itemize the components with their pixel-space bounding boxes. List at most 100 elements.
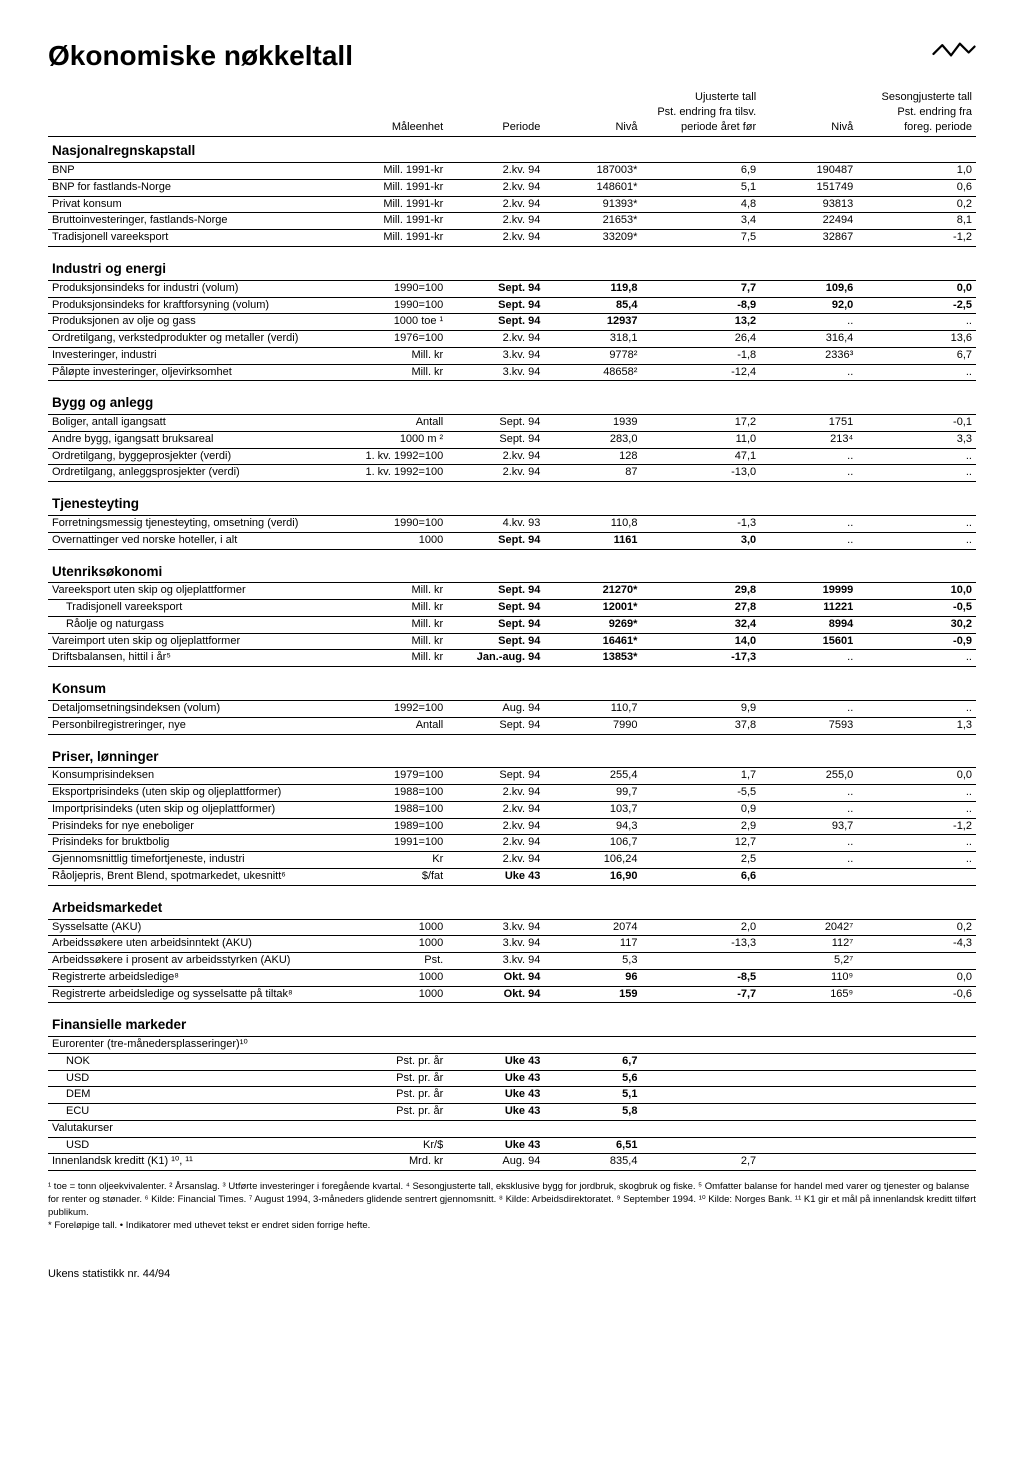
cell-level: 16,90 <box>544 868 641 885</box>
cell-pst: 32,4 <box>641 616 760 633</box>
cell-label: Produksjonsindeks for industri (volum) <box>48 280 329 297</box>
col-unit: Måleenhet <box>329 120 448 137</box>
cell-pst2: 0,0 <box>857 768 976 785</box>
cell-unit: Pst. pr. år <box>329 1053 448 1070</box>
cell-level: 5,6 <box>544 1070 641 1087</box>
cell-pst2: .. <box>857 835 976 852</box>
cell-level: 187003* <box>544 163 641 180</box>
cell-pst2: .. <box>857 465 976 482</box>
col-subhead-pst1: Pst. endring fra tilsv. <box>641 105 760 120</box>
table-row: BNPMill. 1991-kr2.kv. 94187003*6,9190487… <box>48 163 976 180</box>
table-row: Driftsbalansen, hittil i år⁵Mill. krJan.… <box>48 650 976 667</box>
col-level2: Nivå <box>760 120 857 137</box>
cell-pst: 7,7 <box>641 280 760 297</box>
cell-pst: 26,4 <box>641 331 760 348</box>
section-heading: Bygg og anlegg <box>48 381 976 415</box>
cell-period: 2.kv. 94 <box>447 179 544 196</box>
cell-level2: 8994 <box>760 616 857 633</box>
cell-pst: 9,9 <box>641 701 760 718</box>
cell-level: 835,4 <box>544 1154 641 1171</box>
cell-period: 2.kv. 94 <box>447 852 544 869</box>
page-title: Økonomiske nøkkeltall <box>48 40 353 72</box>
col-period: Periode <box>447 120 544 137</box>
table-row: Innenlandsk kreditt (K1) ¹⁰, ¹¹Mrd. krAu… <box>48 1154 976 1171</box>
cell-period: Sept. 94 <box>447 297 544 314</box>
cell-level2: .. <box>760 516 857 533</box>
table-row: Bruttoinvesteringer, fastlands-NorgeMill… <box>48 213 976 230</box>
cell-level2 <box>760 1137 857 1154</box>
table-row: Privat konsumMill. 1991-kr2.kv. 9491393*… <box>48 196 976 213</box>
table-row: Vareimport uten skip og oljeplattformerM… <box>48 633 976 650</box>
cell-label: USD <box>48 1070 329 1087</box>
cell-label: Ordretilgang, byggeprosjekter (verdi) <box>48 448 329 465</box>
cell-unit: 1979=100 <box>329 768 448 785</box>
cell-label: BNP <box>48 163 329 180</box>
table-row: BNP for fastlands-NorgeMill. 1991-kr2.kv… <box>48 179 976 196</box>
cell-pst: 14,0 <box>641 633 760 650</box>
cell-unit: Mill. kr <box>329 633 448 650</box>
cell-pst2: 0,2 <box>857 919 976 936</box>
cell-level <box>544 1120 641 1137</box>
table-row: Produksjonsindeks for kraftforsyning (vo… <box>48 297 976 314</box>
cell-pst: 3,4 <box>641 213 760 230</box>
cell-unit: 1988=100 <box>329 801 448 818</box>
cell-unit: 1989=100 <box>329 818 448 835</box>
cell-period: 3.kv. 94 <box>447 936 544 953</box>
cell-level2: .. <box>760 801 857 818</box>
cell-level2: 2336³ <box>760 347 857 364</box>
cell-pst <box>641 1137 760 1154</box>
cell-unit: Mill. kr <box>329 583 448 600</box>
footnotes: ¹ toe = tonn oljeekvivalenter. ² Årsansl… <box>48 1181 976 1232</box>
cell-pst: 29,8 <box>641 583 760 600</box>
cell-unit: Pst. pr. år <box>329 1087 448 1104</box>
cell-unit: 1990=100 <box>329 297 448 314</box>
cell-pst <box>641 953 760 970</box>
cell-label: Arbeidssøkere i prosent av arbeidsstyrke… <box>48 953 329 970</box>
cell-pst: 0,9 <box>641 801 760 818</box>
col-pst-prev: foreg. periode <box>857 120 976 137</box>
cell-unit: Mill. 1991-kr <box>329 230 448 247</box>
cell-level: 148601* <box>544 179 641 196</box>
cell-level: 103,7 <box>544 801 641 818</box>
cell-label: Råolje og naturgass <box>48 616 329 633</box>
table-row: Ordretilgang, anleggsprosjekter (verdi)1… <box>48 465 976 482</box>
cell-level2: .. <box>760 650 857 667</box>
cell-level: 2074 <box>544 919 641 936</box>
cell-label: Driftsbalansen, hittil i år⁵ <box>48 650 329 667</box>
cell-label: Prisindeks for nye eneboliger <box>48 818 329 835</box>
table-row: Personbilregistreringer, nyeAntallSept. … <box>48 717 976 734</box>
cell-unit: Pst. pr. år <box>329 1104 448 1121</box>
cell-pst2: -4,3 <box>857 936 976 953</box>
cell-pst: -8,9 <box>641 297 760 314</box>
cell-label: Personbilregistreringer, nye <box>48 717 329 734</box>
cell-label: Bruttoinvesteringer, fastlands-Norge <box>48 213 329 230</box>
cell-pst2 <box>857 868 976 885</box>
table-row: USDKr/$Uke 436,51 <box>48 1137 976 1154</box>
cell-level: 85,4 <box>544 297 641 314</box>
col-group-seasonal: Sesongjusterte tall <box>760 90 976 105</box>
cell-pst2: .. <box>857 785 976 802</box>
cell-pst <box>641 1037 760 1054</box>
cell-unit: 1000 m ² <box>329 431 448 448</box>
table-row: Andre bygg, igangsatt bruksareal1000 m ²… <box>48 431 976 448</box>
table-row: Tradisjonell vareeksportMill. krSept. 94… <box>48 600 976 617</box>
cell-pst2: 1,0 <box>857 163 976 180</box>
cell-label: NOK <box>48 1053 329 1070</box>
cell-level <box>544 1037 641 1054</box>
cell-level: 117 <box>544 936 641 953</box>
cell-label: Eurorenter (tre-månedersplasseringer)¹⁰ <box>48 1037 329 1054</box>
cell-level: 110,8 <box>544 516 641 533</box>
table-row: Råoljepris, Brent Blend, spotmarkedet, u… <box>48 868 976 885</box>
cell-period: 2.kv. 94 <box>447 230 544 247</box>
cell-pst2: 6,7 <box>857 347 976 364</box>
cell-period: 3.kv. 94 <box>447 364 544 381</box>
cell-period: 4.kv. 93 <box>447 516 544 533</box>
cell-pst2: 10,0 <box>857 583 976 600</box>
cell-level2 <box>760 1053 857 1070</box>
cell-unit <box>329 1037 448 1054</box>
cell-pst: 11,0 <box>641 431 760 448</box>
cell-period: 3.kv. 94 <box>447 347 544 364</box>
cell-pst: 2,0 <box>641 919 760 936</box>
cell-period: Sept. 94 <box>447 280 544 297</box>
cell-label: Vareeksport uten skip og oljeplattformer <box>48 583 329 600</box>
